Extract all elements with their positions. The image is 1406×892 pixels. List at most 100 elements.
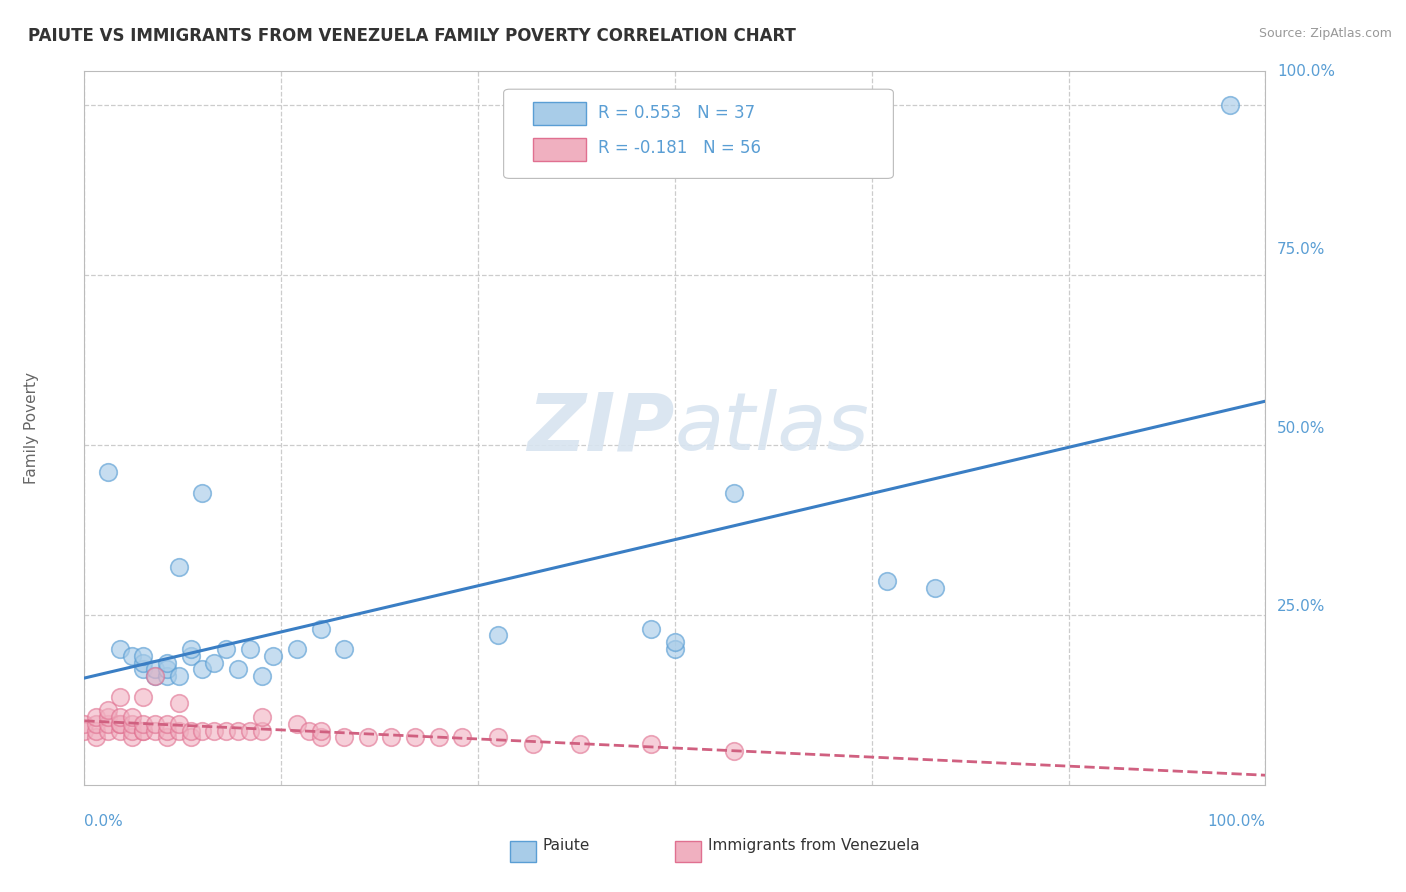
- Point: [723, 744, 745, 758]
- Text: Paiute: Paiute: [543, 838, 591, 853]
- Point: [226, 662, 249, 676]
- Point: [84, 710, 107, 724]
- Text: 50.0%: 50.0%: [1277, 421, 1326, 435]
- Point: [640, 737, 662, 751]
- Point: [357, 731, 380, 745]
- Point: [108, 710, 131, 724]
- Point: [132, 716, 155, 731]
- Point: [167, 669, 190, 683]
- Point: [333, 642, 356, 657]
- Point: [723, 485, 745, 500]
- Point: [132, 723, 155, 738]
- Point: [156, 669, 179, 683]
- Point: [250, 723, 273, 738]
- Text: PAIUTE VS IMMIGRANTS FROM VENEZUELA FAMILY POVERTY CORRELATION CHART: PAIUTE VS IMMIGRANTS FROM VENEZUELA FAMI…: [28, 27, 796, 45]
- Point: [97, 723, 120, 738]
- Point: [486, 731, 509, 745]
- Point: [156, 723, 179, 738]
- Point: [285, 716, 308, 731]
- FancyBboxPatch shape: [675, 840, 700, 862]
- FancyBboxPatch shape: [509, 840, 536, 862]
- Point: [451, 731, 474, 745]
- Point: [132, 723, 155, 738]
- Point: [84, 716, 107, 731]
- Point: [202, 723, 225, 738]
- Point: [226, 723, 249, 738]
- Point: [143, 669, 166, 683]
- Text: 100.0%: 100.0%: [1208, 814, 1265, 829]
- Point: [132, 648, 155, 663]
- Text: ZIP: ZIP: [527, 389, 675, 467]
- Point: [108, 690, 131, 704]
- Point: [156, 731, 179, 745]
- Point: [239, 642, 262, 657]
- Point: [191, 723, 214, 738]
- Point: [132, 690, 155, 704]
- Text: atlas: atlas: [675, 389, 870, 467]
- Point: [108, 642, 131, 657]
- Point: [191, 662, 214, 676]
- Point: [108, 716, 131, 731]
- Point: [486, 628, 509, 642]
- Point: [108, 716, 131, 731]
- Point: [664, 642, 686, 657]
- Point: [333, 731, 356, 745]
- FancyBboxPatch shape: [503, 89, 893, 178]
- Point: [202, 656, 225, 670]
- Point: [1219, 98, 1241, 112]
- Point: [250, 710, 273, 724]
- Point: [309, 731, 332, 745]
- Point: [143, 662, 166, 676]
- Text: Family Poverty: Family Poverty: [24, 372, 39, 484]
- Point: [121, 731, 143, 745]
- Point: [380, 731, 402, 745]
- Point: [262, 648, 284, 663]
- Point: [156, 656, 179, 670]
- Point: [97, 710, 120, 724]
- Point: [97, 466, 120, 480]
- Point: [108, 723, 131, 738]
- Text: 100.0%: 100.0%: [1277, 64, 1336, 78]
- Point: [239, 723, 262, 738]
- Point: [167, 560, 190, 574]
- Point: [143, 716, 166, 731]
- Point: [84, 723, 107, 738]
- Point: [427, 731, 450, 745]
- Point: [180, 642, 202, 657]
- Point: [309, 622, 332, 636]
- Point: [215, 723, 238, 738]
- Point: [132, 662, 155, 676]
- Point: [73, 716, 96, 731]
- Point: [121, 723, 143, 738]
- Point: [298, 723, 321, 738]
- Point: [215, 642, 238, 657]
- Point: [121, 710, 143, 724]
- Point: [143, 723, 166, 738]
- Point: [180, 731, 202, 745]
- Point: [121, 716, 143, 731]
- Point: [167, 716, 190, 731]
- Text: Source: ZipAtlas.com: Source: ZipAtlas.com: [1258, 27, 1392, 40]
- Text: Immigrants from Venezuela: Immigrants from Venezuela: [709, 838, 920, 853]
- Point: [924, 581, 946, 595]
- FancyBboxPatch shape: [533, 137, 586, 161]
- Text: 25.0%: 25.0%: [1277, 599, 1326, 614]
- Point: [97, 703, 120, 717]
- Point: [132, 656, 155, 670]
- FancyBboxPatch shape: [533, 102, 586, 125]
- Point: [664, 635, 686, 649]
- Point: [569, 737, 592, 751]
- Point: [121, 648, 143, 663]
- Text: R = -0.181   N = 56: R = -0.181 N = 56: [598, 139, 761, 157]
- Point: [156, 662, 179, 676]
- Point: [180, 648, 202, 663]
- Point: [143, 669, 166, 683]
- Point: [180, 723, 202, 738]
- Point: [640, 622, 662, 636]
- Point: [73, 723, 96, 738]
- Point: [285, 642, 308, 657]
- Point: [156, 716, 179, 731]
- Text: 0.0%: 0.0%: [84, 814, 124, 829]
- Point: [167, 697, 190, 711]
- Point: [191, 485, 214, 500]
